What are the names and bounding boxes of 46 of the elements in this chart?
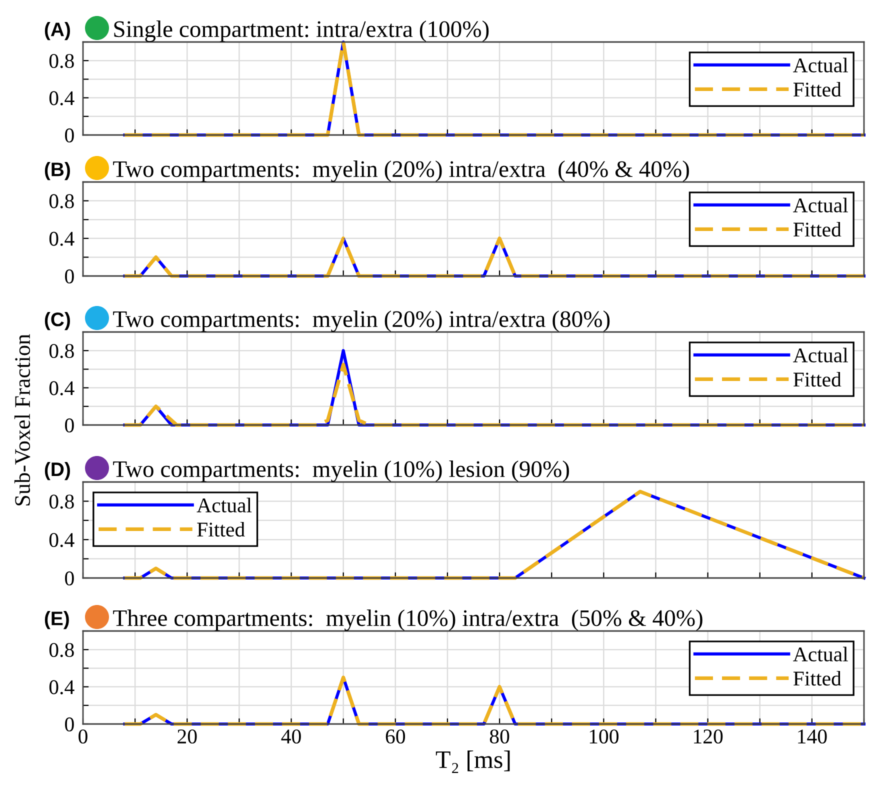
y-tick-label: 0.8 — [49, 54, 74, 68]
y-tick-label: 0.8 — [49, 642, 74, 658]
x-tick-label: 80 — [490, 729, 510, 744]
y-tick-label: 0.8 — [49, 494, 74, 509]
chart-title: Three compartments: myelin (10%) intra/extra (50% & 40%) — [113, 610, 702, 631]
text: (C) — [44, 312, 70, 330]
y-tick-label: 0.4 — [49, 381, 74, 396]
x-tick-label: 40 — [281, 729, 301, 744]
x-tick-label: 140 — [798, 729, 827, 744]
text: (A) — [44, 22, 70, 40]
legend-label: Actual — [793, 646, 848, 662]
legend-label: Fitted — [793, 670, 842, 686]
y-tick-label: 0.4 — [49, 680, 74, 694]
x-axis-title: T₂ [ms] — [436, 750, 510, 773]
chart-title: Two compartments: myelin (10%) lesion (90%) — [113, 460, 569, 482]
legend-label: Actual — [793, 348, 848, 362]
x-tick-label: 0 — [78, 729, 88, 744]
chart-title: Two compartments: myelin (20%) intra/extra (80%) — [113, 310, 610, 332]
line-series — [122, 362, 866, 427]
legend-label: Actual — [793, 58, 848, 72]
legend-label: Actual — [196, 498, 252, 512]
text: (D) — [44, 462, 70, 480]
x-tick-label: 60 — [386, 729, 406, 744]
y-tick-label: 0 — [65, 269, 74, 284]
legend-label: Fitted — [793, 82, 842, 97]
y-tick-label: 0 — [65, 571, 74, 586]
legend-label: Fitted — [197, 522, 245, 537]
legend-label: Fitted — [793, 372, 842, 387]
text: (E) — [44, 611, 69, 630]
y-tick-label: 0 — [65, 128, 74, 142]
x-tick-label: 120 — [694, 729, 723, 744]
y-tick-label: 0 — [65, 418, 74, 432]
chart-title: Single compartment: intra/extra (100%) — [114, 20, 489, 42]
y-tick-label: 0.4 — [49, 232, 74, 246]
legend-label: Actual — [793, 198, 848, 212]
text: (B) — [44, 162, 70, 180]
x-tick-label: 20 — [178, 729, 197, 744]
y-tick-label: 0.8 — [49, 194, 74, 208]
x-tick-label: 100 — [590, 729, 618, 744]
chart-title: Two compartments: myelin (20%) intra/extra (40% & 40%) — [113, 160, 689, 182]
y-tick-label: 0.4 — [49, 532, 74, 548]
y-tick-label: 0 — [65, 717, 74, 732]
legend-label: Fitted — [793, 222, 842, 237]
y-tick-label: 0.4 — [49, 91, 74, 106]
y-axis-title: Sub-Voxel Fraction — [14, 334, 30, 506]
y-tick-label: 0.8 — [49, 344, 74, 358]
